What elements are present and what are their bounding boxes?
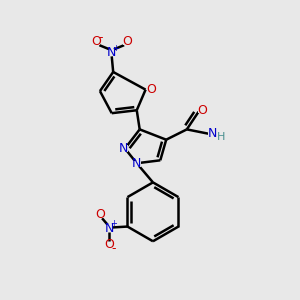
Text: O: O <box>122 35 132 48</box>
Text: H: H <box>217 132 225 142</box>
FancyBboxPatch shape <box>123 38 131 45</box>
Text: O: O <box>146 82 156 95</box>
FancyBboxPatch shape <box>93 38 100 45</box>
Text: N: N <box>104 221 114 235</box>
FancyBboxPatch shape <box>208 130 217 137</box>
Text: N: N <box>107 46 116 59</box>
FancyBboxPatch shape <box>198 107 206 113</box>
Text: O: O <box>104 238 114 251</box>
Text: N: N <box>132 157 141 170</box>
Text: +: + <box>110 219 117 228</box>
Text: N: N <box>208 127 217 140</box>
Text: -: - <box>111 242 116 255</box>
FancyBboxPatch shape <box>147 86 155 92</box>
FancyBboxPatch shape <box>133 160 141 167</box>
Text: O: O <box>95 208 105 221</box>
FancyBboxPatch shape <box>119 145 128 152</box>
Text: O: O <box>197 104 207 117</box>
FancyBboxPatch shape <box>105 225 113 231</box>
Text: -: - <box>99 31 103 44</box>
FancyBboxPatch shape <box>108 50 116 56</box>
FancyBboxPatch shape <box>96 212 104 218</box>
FancyBboxPatch shape <box>106 242 115 248</box>
Text: +: + <box>112 44 119 53</box>
Text: N: N <box>119 142 128 155</box>
Text: O: O <box>92 35 101 48</box>
